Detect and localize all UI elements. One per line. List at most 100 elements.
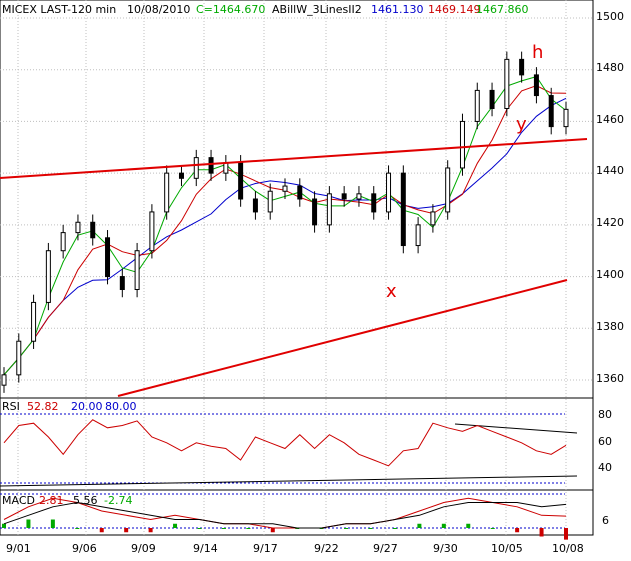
- candle-body: [105, 237, 111, 278]
- candle-body: [563, 108, 569, 128]
- candle-body: [223, 162, 229, 174]
- candle-body: [371, 193, 377, 213]
- macd-hist-bar: [368, 528, 373, 529]
- macd-hist-bar: [197, 528, 202, 529]
- candle-body: [282, 185, 288, 192]
- candle-body: [459, 120, 465, 169]
- candle-body: [533, 74, 539, 97]
- candle-body: [312, 198, 318, 226]
- candle-body: [31, 301, 37, 342]
- candle-body: [90, 221, 96, 239]
- candle-body: [267, 190, 273, 213]
- price-tick-1440: 1440: [596, 164, 624, 177]
- rsi-trend-lower: [0, 475, 578, 487]
- rsi-low: 20.00: [71, 400, 103, 413]
- header-line-green: 1467.860: [476, 3, 529, 16]
- candle-body: [149, 211, 155, 252]
- candle-body: [415, 224, 421, 247]
- candle-body: [489, 89, 495, 110]
- candle-body: [208, 157, 214, 174]
- price-tick-1420: 1420: [596, 216, 624, 229]
- candle-body: [519, 58, 525, 76]
- macd-line: [3, 497, 567, 529]
- x-tick-0927: 9/27: [373, 542, 398, 555]
- header-indicator: ABillW_3LinesII2: [272, 3, 362, 16]
- candle-body: [548, 95, 554, 128]
- macd-hist-bar: [221, 528, 226, 529]
- x-tick-0914: 9/14: [193, 542, 218, 555]
- candle-body: [341, 193, 347, 200]
- macd-hist-bar: [50, 519, 55, 528]
- ma-line-blue: [3, 97, 567, 376]
- macd-panel-frame: [0, 489, 594, 536]
- x-tick-0901: 9/01: [6, 542, 31, 555]
- macd-hist-bar: [246, 528, 251, 529]
- macd-hist-bar: [270, 528, 275, 533]
- candle-body: [75, 221, 81, 234]
- price-tick-1500: 1500: [596, 10, 624, 23]
- candle-body: [356, 193, 362, 200]
- candle-body: [445, 167, 451, 213]
- candle-body: [164, 172, 170, 213]
- candle-body: [400, 172, 406, 247]
- annotation-h: h: [532, 42, 543, 63]
- price-tick-1480: 1480: [596, 61, 624, 74]
- macd-signal-line: [3, 501, 567, 529]
- candle-body: [504, 58, 510, 109]
- rsi-tick-80: 80: [598, 408, 612, 421]
- candle-body: [134, 250, 140, 290]
- annotation-x: x: [386, 281, 397, 302]
- macd-hist-bar: [466, 523, 471, 528]
- x-tick-0930: 9/30: [433, 542, 458, 555]
- macd-hist-bar: [344, 528, 349, 529]
- candles-layer: [1, 51, 569, 393]
- candle-body: [193, 157, 199, 179]
- macd-hist-bar: [2, 523, 6, 528]
- macd-hist-bar: [124, 528, 129, 533]
- candle-body: [386, 172, 392, 213]
- candle-body: [178, 172, 184, 179]
- macd-hist-bar: [441, 523, 446, 528]
- price-tick-1400: 1400: [596, 268, 624, 281]
- candle-body: [60, 232, 66, 252]
- macd-hist-bar: [392, 528, 397, 529]
- macd-hist-bar: [490, 528, 495, 529]
- macd-hist-bar: [173, 523, 178, 528]
- macd-hist-bar: [99, 528, 104, 533]
- x-tick-0906: 9/06: [72, 542, 97, 555]
- macd-tick-6: 6: [602, 514, 609, 527]
- candle-body: [252, 198, 258, 213]
- x-tick-0909: 9/09: [131, 542, 156, 555]
- macd-signal: 5.56: [73, 494, 98, 507]
- candle-body: [119, 276, 125, 291]
- header-close: C=1464.670: [196, 3, 265, 16]
- macd-hist-bar: [515, 528, 520, 533]
- header-date: 10/08/2010: [127, 3, 190, 16]
- rsi-value: 52.82: [27, 400, 59, 413]
- macd-hist-bar: [26, 519, 31, 528]
- rsi-trend-upper: [454, 423, 578, 434]
- price-panel-frame: [0, 0, 594, 399]
- macd-label: MACD: [2, 494, 35, 507]
- x-tick-1005: 10/05: [491, 542, 523, 555]
- macd-histogram: [2, 519, 568, 540]
- header-symbol: MICEX LAST-120 min: [2, 3, 116, 16]
- macd-hist-bar: [539, 528, 544, 537]
- x-tick-0922: 9/22: [314, 542, 339, 555]
- lower-trendline: [117, 279, 568, 397]
- candle-body: [1, 374, 7, 386]
- x-tick-0917: 9/17: [253, 542, 278, 555]
- x-tick-1008: 10/08: [552, 542, 584, 555]
- macd-hist-bar: [148, 528, 153, 533]
- price-tick-1460: 1460: [596, 113, 624, 126]
- macd-value: 2.81: [39, 494, 64, 507]
- price-tick-1380: 1380: [596, 320, 624, 333]
- macd-hist-bar: [75, 528, 80, 529]
- macd-hist-bar: [564, 528, 568, 540]
- candle-body: [474, 89, 480, 122]
- macd-hist: -2.74: [104, 494, 132, 507]
- rsi-high: 80.00: [105, 400, 137, 413]
- header-line-blue: 1461.130: [371, 3, 424, 16]
